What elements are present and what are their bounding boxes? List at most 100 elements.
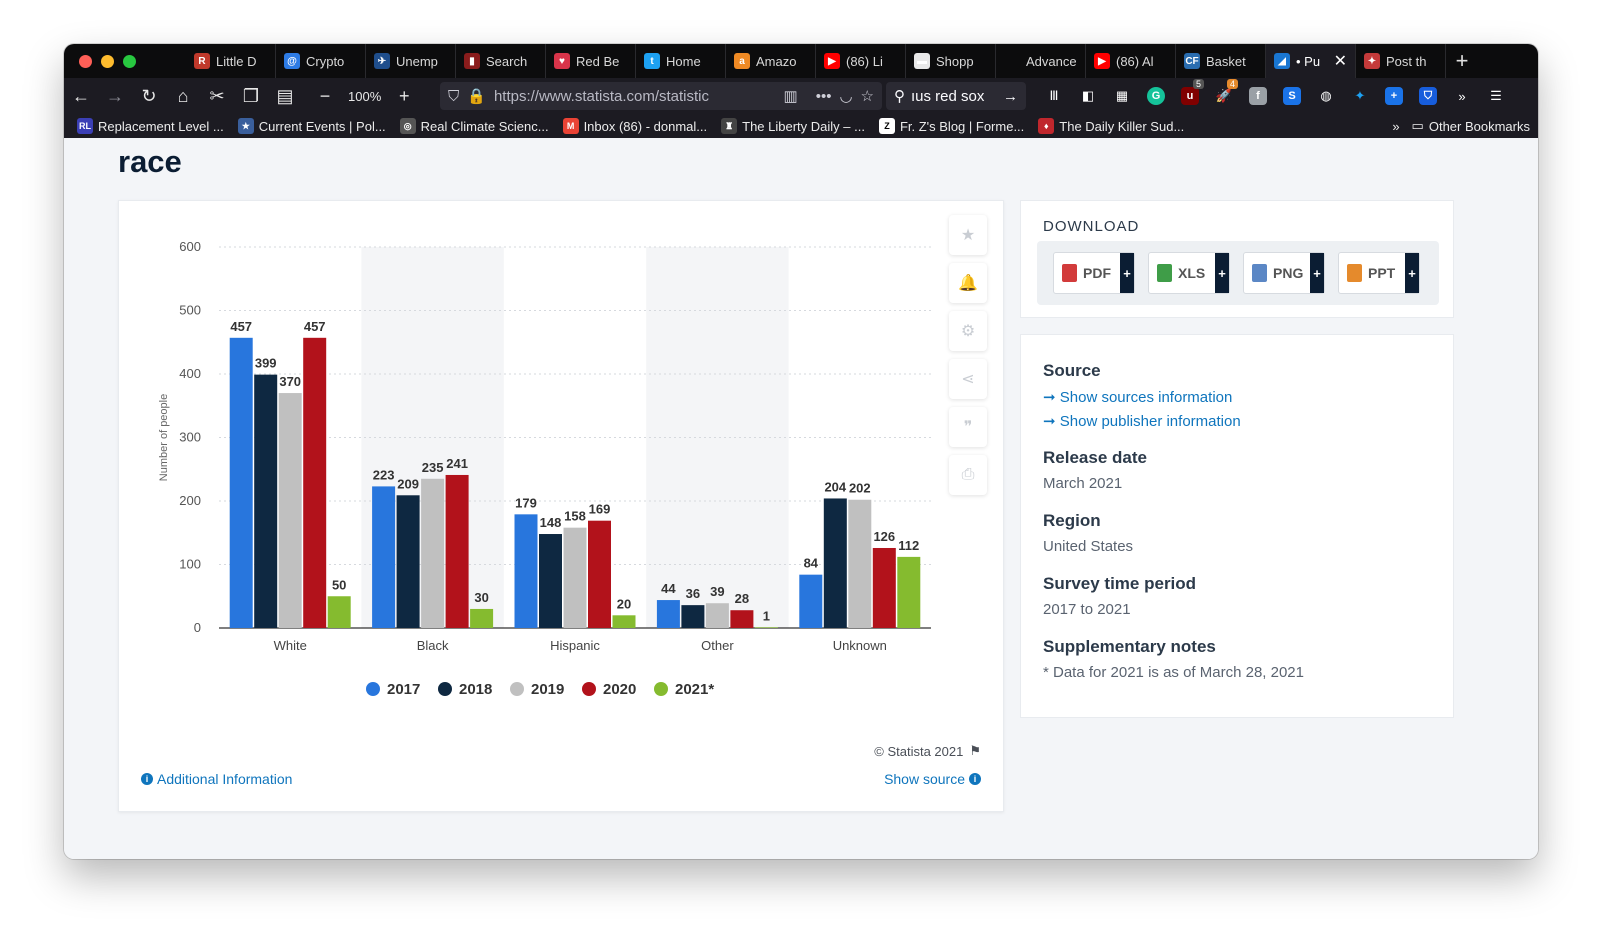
bookmark-label: Current Events | Pol...	[258, 118, 386, 134]
download-options-plus-icon[interactable]: +	[1310, 253, 1324, 293]
shield-icon[interactable]: ⛉	[448, 87, 460, 105]
sidebar-icon[interactable]: ◧	[1081, 88, 1095, 103]
browser-tab[interactable]: ✈ Unemp	[366, 44, 456, 78]
tab-title: Search	[486, 53, 528, 69]
y-tick-label: 0	[194, 620, 201, 635]
other-bookmarks[interactable]: ▭ Other Bookmarks	[1412, 118, 1530, 134]
close-tab-icon[interactable]: ✕	[1333, 53, 1347, 70]
bar-chart: 0 100 200 300 400 500 600 Number of people 457 39…	[158, 239, 931, 698]
url-text[interactable]: https://www.statista.com/statistic	[493, 87, 710, 105]
reader-view-icon[interactable]: ▥	[783, 88, 798, 105]
twitter-icon[interactable]: ✦	[1354, 88, 1366, 103]
download-xls-button[interactable]: XLS +	[1148, 252, 1230, 294]
zoom-in-icon[interactable]: +	[398, 85, 410, 106]
library-icon[interactable]: Ⅲ	[1049, 88, 1059, 103]
browser-tab[interactable]: CF Basket	[1176, 44, 1266, 78]
bookmark-item[interactable]: Z Fr. Z's Blog | Forme...	[872, 118, 1031, 134]
bookmark-item[interactable]: RL Replacement Level ...	[70, 118, 231, 134]
pocket-icon[interactable]: ◡	[839, 88, 853, 105]
overflow-chevron-icon[interactable]: »	[1458, 88, 1466, 104]
tab-favicon-icon: CF	[1184, 53, 1200, 69]
browser-tab[interactable]: ✦ Post th	[1356, 44, 1446, 78]
bookmark-favicon-icon: RL	[77, 118, 93, 134]
notification-bell-icon[interactable]: 🔔	[949, 263, 987, 303]
close-window-button[interactable]	[79, 55, 92, 68]
y-tick-label: 300	[179, 430, 201, 445]
bookmark-item[interactable]: ♦ The Daily Killer Sud...	[1031, 118, 1191, 134]
page-actions-icon[interactable]: •••	[815, 87, 832, 105]
search-box[interactable]: ⚲ ıus red sox →	[886, 82, 1026, 110]
browser-tab[interactable]: ▮ Search	[456, 44, 546, 78]
share-icon[interactable]: ⋖	[949, 359, 987, 399]
printer-extension-icon[interactable]: ▦	[1115, 88, 1129, 103]
home-icon[interactable]: ⌂	[177, 85, 189, 106]
back-arrow-icon[interactable]: ←	[72, 85, 90, 106]
bookmarks-overflow-icon[interactable]: »	[1392, 118, 1400, 134]
download-pdf-button[interactable]: PDF +	[1053, 252, 1135, 294]
browser-tab[interactable]: ◢ • Pu ✕	[1266, 44, 1356, 78]
browser-tab[interactable]: t Home	[636, 44, 726, 78]
bookmark-item[interactable]: ★ Current Events | Pol...	[231, 118, 393, 134]
flag-icon[interactable]: ⚑	[969, 743, 981, 758]
download-png-button[interactable]: PNG +	[1243, 252, 1325, 294]
minimize-window-button[interactable]	[101, 55, 114, 68]
bar	[229, 337, 253, 628]
browser-tab[interactable]: @ Crypto	[276, 44, 366, 78]
show-source-link[interactable]: Show source i	[884, 771, 981, 787]
rocket-extension-icon[interactable]: 🚀 4	[1210, 79, 1238, 109]
tab-title: Basket	[1206, 53, 1246, 69]
bookmark-favicon-icon: Z	[878, 118, 895, 134]
favorite-star-icon[interactable]: ★	[949, 215, 987, 255]
plus-extension-icon[interactable]: +	[1380, 83, 1408, 109]
bar	[278, 393, 302, 628]
browser-tab[interactable]: a Amazo	[726, 44, 816, 78]
zoom-out-icon[interactable]: −	[319, 85, 331, 106]
browser-tab[interactable]: Advanced	[996, 44, 1086, 78]
search-text[interactable]: ıus red sox	[911, 87, 985, 105]
bookmark-item[interactable]: M Inbox (86) - donmal...	[556, 118, 715, 134]
hamburger-menu-icon[interactable]: ☰	[1490, 88, 1502, 103]
download-ppt-button[interactable]: PPT +	[1338, 252, 1420, 294]
maximize-window-button[interactable]	[123, 55, 136, 68]
download-buttons: PDF + XLS + PNG + PPT +	[1037, 241, 1439, 305]
download-options-plus-icon[interactable]: +	[1120, 253, 1134, 293]
browser-tab[interactable]: R Little D	[186, 44, 276, 78]
additional-information-link[interactable]: i Additional Information	[141, 771, 292, 787]
cut-icon[interactable]: ✂	[209, 85, 225, 106]
search-go-icon[interactable]: →	[1003, 87, 1018, 105]
browser-tab[interactable]: ▶ (86) Li	[816, 44, 906, 78]
zoom-level[interactable]: 100%	[348, 88, 382, 104]
cite-quote-icon[interactable]: ❞	[949, 407, 987, 447]
browser-window: R Little D @ Crypto ✈ Unemp ▮ Search ♥ Red Be t Hom…	[64, 44, 1538, 859]
download-options-plus-icon[interactable]: +	[1215, 253, 1229, 293]
s-extension-icon[interactable]: S	[1278, 83, 1306, 109]
download-options-plus-icon[interactable]: +	[1405, 253, 1419, 293]
forward-arrow-icon[interactable]: →	[106, 85, 124, 106]
browser-tab[interactable]: ▶ (86) Al	[1086, 44, 1176, 78]
legend-marker	[510, 682, 524, 696]
show-sources-link[interactable]: ➞ Show sources information	[1043, 389, 1233, 406]
reload-icon[interactable]: ↻	[141, 85, 157, 106]
bookmark-star-icon[interactable]: ☆	[860, 88, 874, 105]
release-date-value: March 2021	[1043, 475, 1123, 492]
print-icon[interactable]: ⎙	[949, 455, 987, 495]
paste-icon[interactable]: ▤	[276, 85, 294, 106]
lock-icon[interactable]: 🔒	[467, 88, 486, 105]
legend-label: 2019	[531, 681, 564, 698]
bookmark-item[interactable]: ♜ The Liberty Daily – ...	[714, 118, 872, 134]
globe-extension-icon[interactable]: ◍	[1320, 88, 1332, 103]
copy-icon[interactable]: ❐	[242, 85, 260, 106]
browser-tab[interactable]: ♥ Red Be	[546, 44, 636, 78]
bitwarden-icon[interactable]: ⛉	[1414, 83, 1442, 109]
browser-tab[interactable]: ▬ Shopp	[906, 44, 996, 78]
grammarly-icon[interactable]: G	[1142, 83, 1170, 109]
new-tab-button[interactable]: +	[1455, 48, 1469, 73]
settings-gear-icon[interactable]: ⚙	[949, 311, 987, 351]
tab-favicon-icon: a	[734, 53, 750, 69]
font-extension-icon[interactable]: f	[1244, 83, 1272, 109]
url-bar[interactable]: ⛉ 🔒 https://www.statista.com/statistic ▥…	[440, 82, 882, 110]
bookmark-item[interactable]: ◎ Real Climate Scienc...	[393, 118, 556, 134]
show-publisher-link[interactable]: ➞ Show publisher information	[1043, 413, 1241, 430]
tab-favicon-icon: R	[194, 53, 210, 69]
